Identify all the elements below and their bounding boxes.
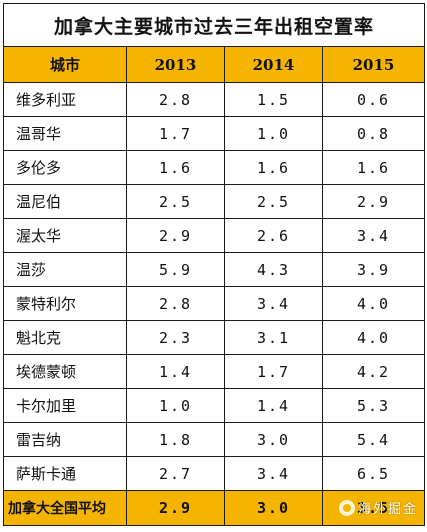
city-cell: 温莎: [3, 252, 127, 287]
table-row: 渥太华 2.9 2.6 3.4: [3, 218, 426, 253]
value-2013-cell: 2.8: [126, 286, 225, 321]
value-2014-cell: 3.4: [224, 286, 323, 321]
value-2013-cell: 1.6: [126, 150, 225, 185]
value-2013-cell: 2.3: [126, 320, 225, 355]
value-2015-cell: 0.6: [321, 82, 426, 117]
value-2015-cell: 1.6: [321, 150, 426, 185]
wechat-logo-icon: [339, 499, 355, 516]
value-2014-cell: 3.0: [224, 422, 323, 457]
value-2015-cell: 3.4: [321, 218, 426, 253]
value-2015-cell: 4.0: [321, 286, 426, 321]
average-2014: 3.0: [224, 490, 323, 526]
city-cell: 温哥华: [3, 116, 127, 151]
header-row: 城市 2013 2014 2015: [3, 46, 426, 83]
value-2015-cell: 3.9: [321, 252, 426, 287]
watermark: 海外掘金: [339, 498, 418, 517]
city-cell: 维多利亚: [3, 82, 127, 117]
value-2013-cell: 1.7: [126, 116, 225, 151]
value-2015-cell: 4.0: [321, 320, 426, 355]
value-2013-cell: 1.8: [126, 422, 225, 457]
value-2014-cell: 3.1: [224, 320, 323, 355]
city-cell: 魁北克: [3, 320, 127, 355]
table-row: 萨斯卡通 2.7 3.4 6.5: [3, 456, 426, 491]
vacancy-rate-table: 加拿大主要城市过去三年出租空置率 城市 2013 2014 2015 维多利亚 2…: [2, 3, 426, 526]
header-city: 城市: [3, 46, 127, 83]
table-row: 卡尔加里 1.0 1.4 5.3: [3, 388, 426, 423]
value-2014-cell: 4.3: [224, 252, 323, 287]
value-2014-cell: 1.0: [224, 116, 323, 151]
value-2014-cell: 2.6: [224, 218, 323, 253]
table-row: 维多利亚 2.8 1.5 0.6: [3, 82, 426, 117]
city-cell: 渥太华: [3, 218, 127, 253]
average-2015-cell: 3.5 海外掘金: [321, 490, 426, 526]
city-cell: 多伦多: [3, 150, 127, 185]
value-2015-cell: 2.9: [321, 184, 426, 219]
average-2013: 2.9: [126, 490, 225, 526]
city-cell: 温尼伯: [3, 184, 127, 219]
table-row: 蒙特利尔 2.8 3.4 4.0: [3, 286, 426, 321]
value-2013-cell: 2.5: [126, 184, 225, 219]
average-2015: 3.5: [356, 499, 391, 517]
table-row: 温莎 5.9 4.3 3.9: [3, 252, 426, 287]
value-2013-cell: 5.9: [126, 252, 225, 287]
vacancy-table-container: 加拿大主要城市过去三年出租空置率 城市 2013 2014 2015 维多利亚 2…: [2, 3, 426, 529]
value-2014-cell: 1.6: [224, 150, 323, 185]
city-cell: 埃德蒙顿: [3, 354, 127, 389]
value-2013-cell: 1.4: [126, 354, 225, 389]
city-cell: 蒙特利尔: [3, 286, 127, 321]
national-average-row: 加拿大全国平均 2.9 3.0 3.5 海外掘金: [3, 490, 426, 526]
value-2015-cell: 4.2: [321, 354, 426, 389]
table-row: 多伦多 1.6 1.6 1.6: [3, 150, 426, 185]
value-2014-cell: 1.5: [224, 82, 323, 117]
value-2014-cell: 1.7: [224, 354, 323, 389]
value-2013-cell: 2.8: [126, 82, 225, 117]
table-row: 温哥华 1.7 1.0 0.8: [3, 116, 426, 151]
watermark-text: 海外掘金: [358, 502, 419, 517]
city-cell: 雷吉纳: [3, 422, 127, 457]
value-2015-cell: 5.3: [321, 388, 426, 423]
city-cell: 卡尔加里: [3, 388, 127, 423]
table-title: 加拿大主要城市过去三年出租空置率: [2, 3, 426, 47]
value-2014-cell: 1.4: [224, 388, 323, 423]
table-row: 埃德蒙顿 1.4 1.7 4.2: [3, 354, 426, 389]
value-2015-cell: 0.8: [321, 116, 426, 151]
value-2013-cell: 1.0: [126, 388, 225, 423]
header-2015: 2015: [321, 46, 426, 83]
header-2013: 2013: [126, 46, 225, 83]
value-2014-cell: 3.4: [224, 456, 323, 491]
table-row: 魁北克 2.3 3.1 4.0: [3, 320, 426, 355]
average-label: 加拿大全国平均: [3, 490, 127, 526]
value-2015-cell: 6.5: [321, 456, 426, 491]
header-2014: 2014: [224, 46, 323, 83]
value-2015-cell: 5.4: [321, 422, 426, 457]
city-cell: 萨斯卡通: [3, 456, 127, 491]
value-2014-cell: 2.5: [224, 184, 323, 219]
table-row: 温尼伯 2.5 2.5 2.9: [3, 184, 426, 219]
value-2013-cell: 2.7: [126, 456, 225, 491]
table-row: 雷吉纳 1.8 3.0 5.4: [3, 422, 426, 457]
value-2013-cell: 2.9: [126, 218, 225, 253]
